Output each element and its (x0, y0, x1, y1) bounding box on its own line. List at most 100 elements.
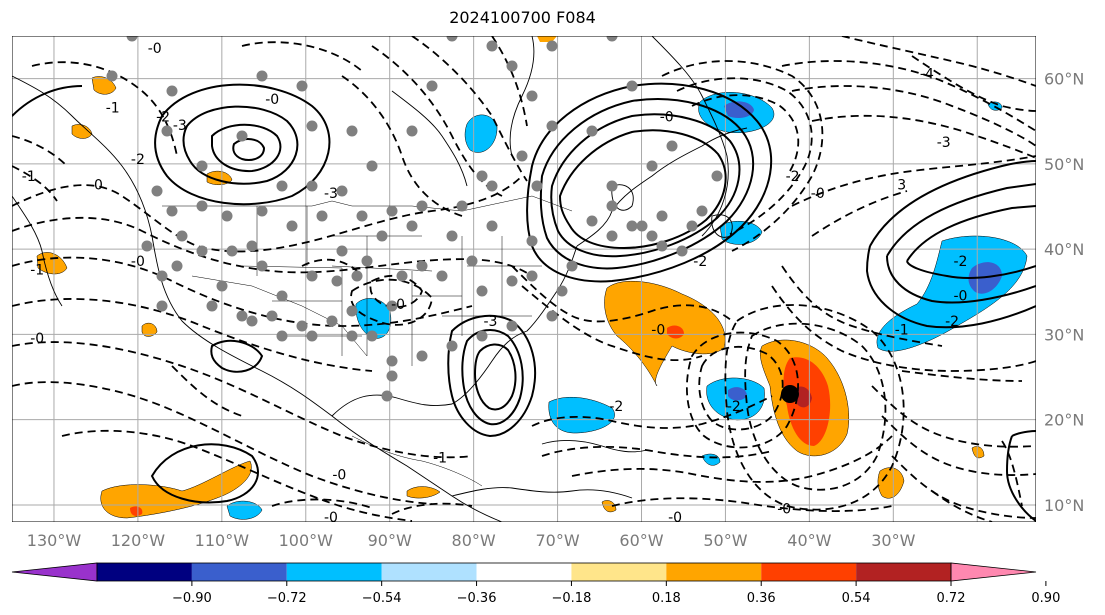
contour-value-label: -1 (106, 101, 120, 117)
station-dot (646, 230, 658, 242)
station-dot (351, 270, 363, 282)
contour-value-label: -0 (131, 254, 145, 270)
contour-value-label: -2 (131, 152, 145, 168)
contour-value-label: -0 (332, 467, 346, 483)
station-dot (266, 310, 278, 322)
lon-tick-label: 110°W (195, 531, 250, 550)
station-dot (366, 160, 378, 172)
contour-value-label: -0 (391, 297, 405, 313)
station-dot (381, 390, 393, 402)
station-dot (606, 230, 618, 242)
lon-tick-label: 90°W (368, 531, 412, 550)
station-dot (226, 245, 238, 257)
contour-value-label: -0 (668, 510, 682, 522)
station-dot (446, 340, 458, 352)
station-dot (346, 125, 358, 137)
station-dot (256, 70, 268, 82)
contour-value-label: -0 (89, 177, 103, 193)
contour-value-label: -1 (433, 450, 447, 466)
station-dot (646, 160, 658, 172)
contour-value-label: -3 (483, 314, 497, 330)
station-dot (526, 235, 538, 247)
contour-value-label: -0 (324, 510, 338, 522)
station-dot (416, 350, 428, 362)
colorbar-tick-label: −0.54 (362, 591, 402, 606)
station-dot (531, 180, 543, 192)
contour-value-label: -0 (660, 109, 674, 125)
station-dot (306, 120, 318, 132)
station-dot (176, 230, 188, 242)
map-canvas: -0-1-2-3-0-1-0-1-0-2-3-0-3-0-2 -2-0-2-1-2… (12, 36, 1036, 522)
colorbar-segment (856, 563, 951, 581)
station-dot (166, 205, 178, 217)
station-dot (246, 315, 258, 327)
station-dot (386, 300, 398, 312)
colorbar-segment (381, 563, 477, 581)
longitude-tick-labels: 130°W 120°W 110°W 100°W 90°W 80°W 70°W 60°W 50°W… (27, 531, 916, 550)
contour-value-label: -3 (324, 186, 338, 202)
station-dot (316, 210, 328, 222)
lon-tick-label: 130°W (27, 531, 82, 550)
lat-tick-label: 10°N (1044, 496, 1084, 515)
station-dot (326, 315, 338, 327)
station-dot (236, 310, 248, 322)
station-dot (666, 140, 678, 152)
lon-tick-label: 120°W (111, 531, 166, 550)
station-dot (361, 255, 373, 267)
station-dot (446, 230, 458, 242)
latitude-tick-labels: 60°N 50°N 40°N 30°N 20°N 10°N (1044, 70, 1084, 515)
colorbar-segment (761, 563, 857, 581)
station-dot (126, 36, 138, 42)
station-dot (676, 245, 688, 257)
station-dot (296, 320, 308, 332)
contour-value-label: -0 (651, 322, 665, 338)
lon-tick-label: 70°W (535, 531, 579, 550)
station-dot (416, 260, 428, 272)
contour-value-label: -4 (920, 67, 934, 83)
lon-tick-label: 30°W (871, 531, 915, 550)
station-dot (556, 285, 568, 297)
station-dot (396, 270, 408, 282)
contour-value-label: -2 (609, 399, 623, 415)
station-dot (141, 240, 153, 252)
lon-tick-label: 80°W (452, 531, 496, 550)
station-dot (506, 275, 518, 287)
contour-labels: -0-1-2-3-0-1-0-1-0-2-3-0-3-0-2 -2-0-2-1-2… (22, 41, 968, 522)
lon-tick-label: 100°W (279, 531, 334, 550)
station-dot (546, 40, 558, 52)
station-dot (526, 90, 538, 102)
contour-value-label: -3 (173, 118, 187, 134)
station-dot (506, 320, 518, 332)
lon-tick-label: 40°W (787, 531, 831, 550)
station-dot (586, 125, 598, 137)
station-dot (276, 180, 288, 192)
station-dot (506, 60, 518, 72)
station-dot (386, 355, 398, 367)
map-panel: -0 -1 -2 -3 -0 -1 -0 -1 -0 -2 -3 -0 -3 -0 -2 -2 -0 -2 -1 -2… (12, 36, 1036, 522)
colorbar-segment (666, 563, 762, 581)
contour-value-label: -2 (693, 254, 707, 270)
station-dot (476, 330, 488, 342)
station-dot (626, 80, 638, 92)
station-dot (196, 160, 208, 172)
station-dot (436, 270, 448, 282)
colorbar-tick-label: −0.90 (172, 591, 212, 606)
station-dot (386, 205, 398, 217)
colorbar-segment (286, 563, 382, 581)
contour-value-label: -3 (937, 135, 951, 151)
station-dot (161, 125, 173, 137)
colorbar-extend-max (950, 562, 1037, 582)
map-title: 2024100700 F084 (449, 8, 596, 27)
contour-value-label: -0 (265, 92, 279, 108)
colorbar-tick-label: 0.90 (1031, 591, 1060, 606)
colorbar-segment (571, 563, 667, 581)
station-dot (686, 220, 698, 232)
station-dot (306, 180, 318, 192)
contour-value-label: -0 (953, 288, 967, 304)
contour-value-label: -1 (22, 169, 36, 185)
station-dot (376, 230, 388, 242)
station-dot (416, 200, 428, 212)
station-dot (276, 330, 288, 342)
station-dot (656, 240, 668, 252)
contour-value-label: -2 (953, 254, 967, 270)
